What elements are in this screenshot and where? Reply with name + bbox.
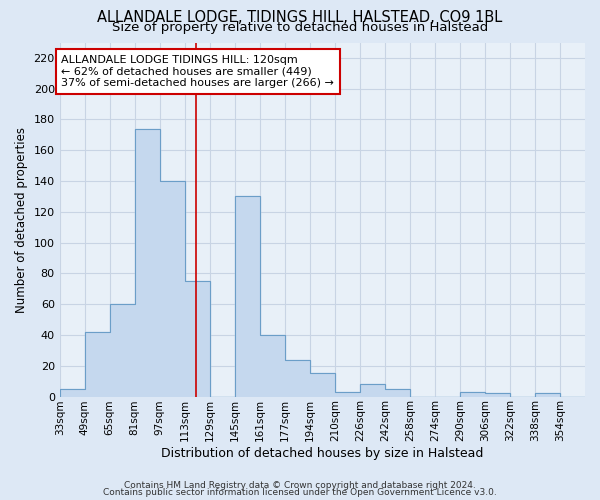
Text: Size of property relative to detached houses in Halstead: Size of property relative to detached ho… <box>112 21 488 34</box>
Y-axis label: Number of detached properties: Number of detached properties <box>15 126 28 312</box>
Polygon shape <box>59 128 585 396</box>
Text: ALLANDALE LODGE, TIDINGS HILL, HALSTEAD, CO9 1BL: ALLANDALE LODGE, TIDINGS HILL, HALSTEAD,… <box>97 10 503 25</box>
Text: Contains public sector information licensed under the Open Government Licence v3: Contains public sector information licen… <box>103 488 497 497</box>
Text: ALLANDALE LODGE TIDINGS HILL: 120sqm
← 62% of detached houses are smaller (449)
: ALLANDALE LODGE TIDINGS HILL: 120sqm ← 6… <box>61 55 334 88</box>
Text: Contains HM Land Registry data © Crown copyright and database right 2024.: Contains HM Land Registry data © Crown c… <box>124 481 476 490</box>
X-axis label: Distribution of detached houses by size in Halstead: Distribution of detached houses by size … <box>161 447 484 460</box>
